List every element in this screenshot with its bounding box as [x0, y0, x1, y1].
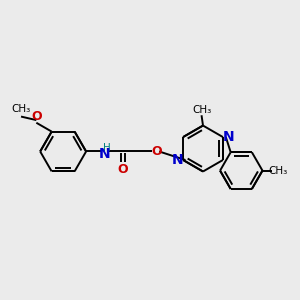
- Text: N: N: [172, 153, 184, 167]
- Text: H: H: [103, 143, 111, 153]
- Text: O: O: [117, 163, 128, 176]
- Text: O: O: [31, 110, 42, 123]
- Text: CH₃: CH₃: [192, 105, 211, 115]
- Text: N: N: [222, 130, 234, 144]
- Text: CH₃: CH₃: [268, 166, 287, 176]
- Text: N: N: [98, 147, 110, 161]
- Text: CH₃: CH₃: [11, 104, 31, 114]
- Text: O: O: [152, 145, 162, 158]
